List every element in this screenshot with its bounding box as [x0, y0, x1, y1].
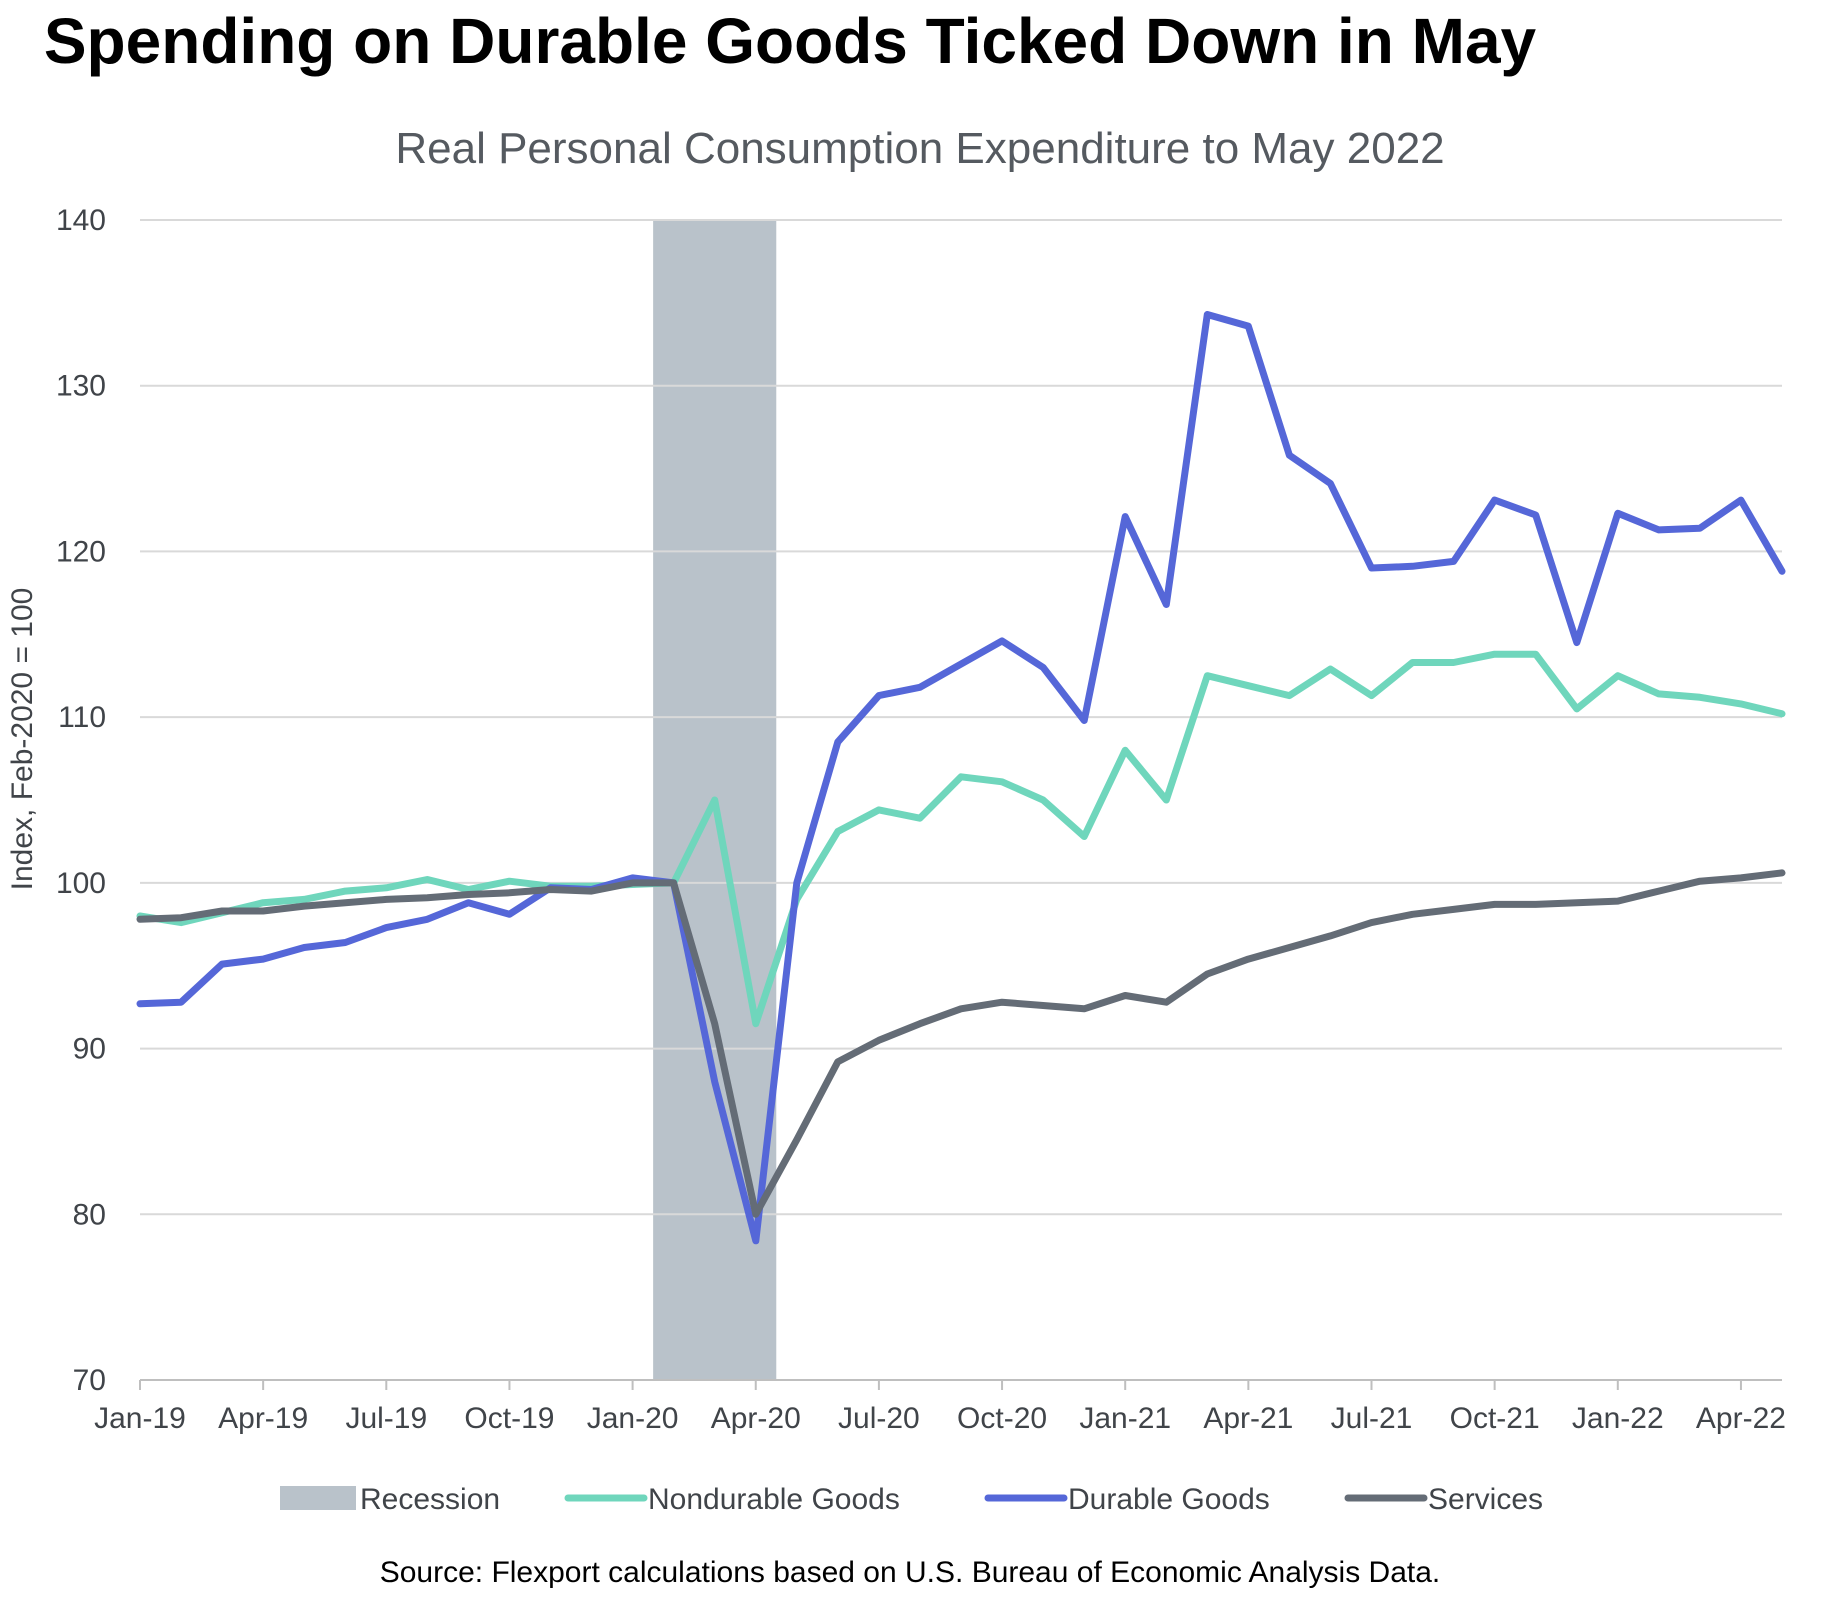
y-tick-label-120: 120 — [56, 535, 106, 568]
x-tick-label-Apr-21: Apr-21 — [1203, 1402, 1293, 1435]
x-tick-label-Jan-19: Jan-19 — [94, 1402, 186, 1435]
legend-label-services: Services — [1428, 1483, 1543, 1516]
legend-label-nondurable-goods: Nondurable Goods — [648, 1483, 900, 1516]
x-tick-label-Jan-22: Jan-22 — [1572, 1402, 1664, 1435]
x-tick-label-Jul-21: Jul-21 — [1331, 1402, 1413, 1435]
legend-swatch-recession — [280, 1486, 356, 1510]
series-nondurable-goods — [136, 650, 1786, 1028]
series-layer — [136, 311, 1786, 1245]
y-tick-label-110: 110 — [58, 701, 106, 734]
axis-layer: Jan-19 Apr-19 Jul-19 Oct-19 Jan-20 Apr-20 Jul-… — [94, 1379, 1786, 1435]
y-tick-label-80: 80 — [73, 1198, 106, 1231]
x-tick-label-Oct-21: Oct-21 — [1450, 1402, 1540, 1435]
x-tick-label-Apr-20: Apr-20 — [711, 1402, 801, 1435]
series-line-nondurable-goods — [136, 650, 1786, 1028]
y-tick-label-90: 90 — [73, 1033, 106, 1066]
series-line-services — [136, 869, 1786, 1218]
grid-layer: 70 80 90 100 110 120 130 140 — [56, 204, 1782, 1397]
y-tick-label-100: 100 — [56, 867, 106, 900]
chart-title: Spending on Durable Goods Ticked Down in… — [44, 5, 1537, 77]
x-tick-label-Jul-19: Jul-19 — [345, 1402, 427, 1435]
y-tick-label-130: 130 — [56, 370, 106, 403]
y-tick-label-70: 70 — [73, 1364, 106, 1397]
x-tick-label-Apr-22: Apr-22 — [1696, 1402, 1786, 1435]
series-durable-goods — [136, 311, 1786, 1245]
series-line-durable-goods — [136, 311, 1786, 1245]
source-note: Source: Flexport calculations based on U… — [380, 1556, 1441, 1589]
chart-subtitle: Real Personal Consumption Expenditure to… — [395, 124, 1444, 173]
x-tick-label-Oct-20: Oct-20 — [957, 1402, 1047, 1435]
series-services — [136, 869, 1786, 1218]
x-tick-label-Jan-20: Jan-20 — [587, 1402, 679, 1435]
legend-label-durable-goods: Durable Goods — [1068, 1483, 1270, 1516]
y-axis-label: Index, Feb-2020 = 100 — [6, 588, 39, 891]
y-tick-label-140: 140 — [56, 204, 106, 237]
x-tick-label-Oct-19: Oct-19 — [464, 1402, 554, 1435]
x-tick-label-Jul-20: Jul-20 — [838, 1402, 920, 1435]
legend-label-recession: Recession — [360, 1483, 500, 1516]
legend: Recession Nondurable Goods Durable Goods Se… — [280, 1483, 1543, 1516]
x-tick-label-Apr-19: Apr-19 — [218, 1402, 308, 1435]
x-tick-label-Jan-21: Jan-21 — [1079, 1402, 1171, 1435]
